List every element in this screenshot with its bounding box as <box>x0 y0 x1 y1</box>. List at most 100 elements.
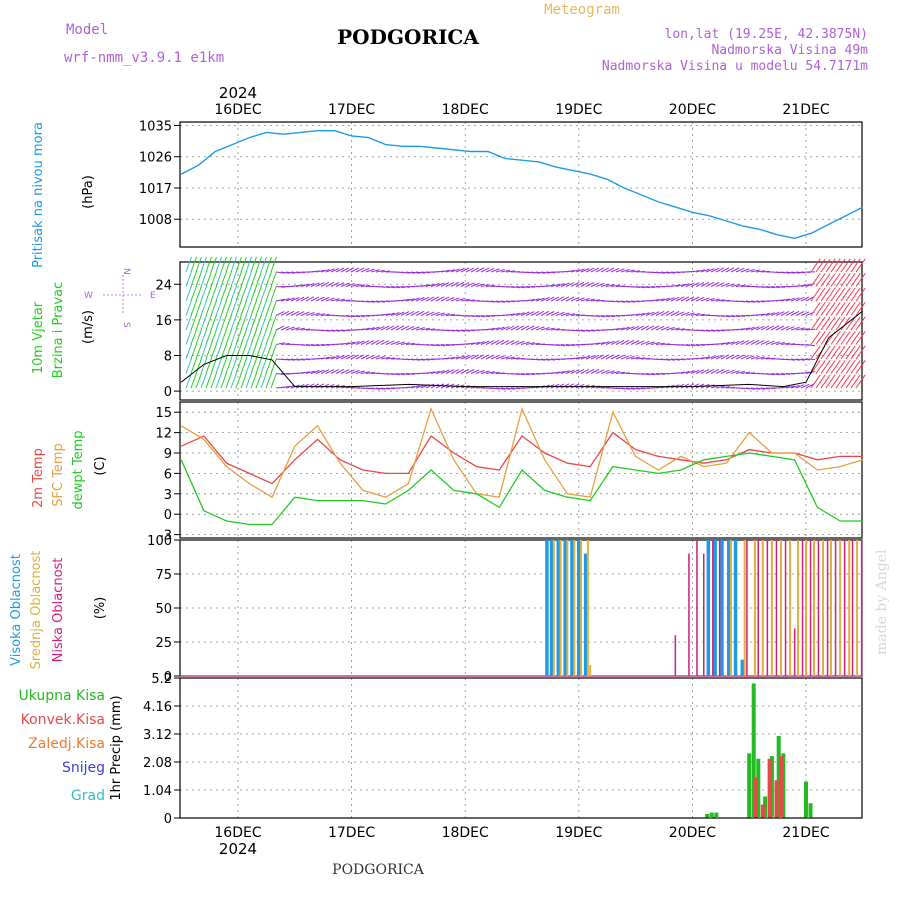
wind-barb <box>405 325 415 331</box>
wind-ylabel-line2: Brzina i Pravac <box>51 282 66 379</box>
wind-barb <box>320 281 330 287</box>
wind-barb <box>485 371 495 374</box>
wind-barb <box>320 344 331 346</box>
wind-barb <box>780 373 791 375</box>
wind-barb <box>770 286 780 289</box>
wind-barb <box>655 373 666 375</box>
wind-barb <box>370 339 380 345</box>
wind-barb <box>780 271 790 274</box>
wind-barb <box>545 284 555 287</box>
wind-barb <box>465 369 475 374</box>
cloud-high-bar <box>545 540 549 676</box>
wind-barb <box>730 267 740 273</box>
ytick-label: 16 <box>155 314 172 329</box>
wind-barb <box>310 344 320 347</box>
wind-barb <box>260 372 267 389</box>
wind-barb <box>395 286 405 289</box>
wind-barb <box>615 327 625 331</box>
wind-barb <box>855 287 866 302</box>
wind-barb <box>705 281 715 287</box>
wind-barb <box>275 311 285 316</box>
wind-barb <box>685 383 695 389</box>
wind-barb <box>275 286 286 288</box>
legend-snijeg: Snijeg <box>62 760 105 776</box>
wind-barb <box>325 297 335 302</box>
wind-barb <box>340 315 350 318</box>
wind-barb <box>305 383 315 389</box>
wind-barb <box>325 281 335 287</box>
wind-barb <box>755 270 765 273</box>
wind-barb <box>850 345 861 360</box>
wind-barb <box>750 355 760 360</box>
wind-barb <box>275 271 285 274</box>
wind-barb <box>545 358 555 361</box>
wind-barb <box>445 269 455 273</box>
wind-barb <box>200 256 207 273</box>
wind-barb <box>315 344 325 347</box>
wind-barb <box>410 271 420 274</box>
wind-barb <box>450 329 460 332</box>
model-label: Model <box>66 22 108 38</box>
ytick-label: 75 <box>155 568 172 583</box>
wind-barb <box>555 296 565 302</box>
wind-barb <box>745 339 755 345</box>
wind-barb <box>315 282 325 287</box>
cloud-low-bar <box>703 553 705 676</box>
wind-barb <box>570 344 581 346</box>
wind-barb <box>715 299 725 302</box>
wind-barb <box>440 344 450 347</box>
wind-barb <box>350 354 360 360</box>
wind-barb <box>625 269 635 273</box>
cloud-high-bar <box>713 540 717 676</box>
wind-barb <box>635 387 646 390</box>
panel-temperature: -3 0 3 6 9 12 15 <box>155 401 863 544</box>
wind-barb <box>485 315 496 317</box>
temp2m-line <box>180 431 863 485</box>
wind-barb <box>520 286 530 289</box>
wind-barb <box>815 331 826 345</box>
precip-total-bar <box>714 812 719 818</box>
wind-barb <box>800 358 811 361</box>
wind-barb <box>445 356 455 360</box>
wind-barb <box>235 372 242 389</box>
wind-barb <box>565 296 575 302</box>
wind-barb <box>575 329 585 332</box>
wind-barb <box>610 354 620 360</box>
wind-barb <box>250 271 257 287</box>
wind-barb <box>550 358 561 361</box>
wind-barb <box>575 268 585 273</box>
wind-barb <box>620 326 630 331</box>
wind-barb <box>520 311 530 316</box>
wind-barb <box>495 355 505 360</box>
top-day-label: 21DEC <box>782 102 829 118</box>
wind-barb <box>260 343 267 360</box>
wind-barb <box>495 326 505 331</box>
legend-ukupna-kisa: Ukupna Kisa <box>18 688 105 704</box>
ytick-label: 1008 <box>139 213 172 228</box>
ytick-label: 9 <box>164 447 172 462</box>
wind-barb <box>240 285 247 302</box>
wind-barb <box>695 296 705 302</box>
wind-barb <box>295 311 305 316</box>
wind-barb <box>830 287 841 302</box>
wind-barb <box>830 331 841 345</box>
wind-barb <box>570 369 580 374</box>
wind-barb <box>610 300 620 303</box>
wind-barb <box>800 296 810 302</box>
wind-barb <box>855 360 866 374</box>
wind-barb <box>190 372 197 389</box>
cloud-low-bar <box>718 540 721 676</box>
wind-barb <box>725 369 735 374</box>
wind-barb <box>370 326 380 331</box>
wind-barb <box>445 281 455 287</box>
wind-barb <box>425 371 435 374</box>
cloud-low-bar <box>712 540 714 676</box>
wind-barb <box>210 343 217 360</box>
precip-total-bar <box>756 758 761 818</box>
ytick-label: 0 <box>164 508 172 523</box>
wind-barb <box>490 300 500 303</box>
wind-barb <box>410 326 420 331</box>
cloud-mid-bar <box>770 540 773 676</box>
wind-barb <box>285 358 295 361</box>
wind-barb <box>845 360 856 374</box>
